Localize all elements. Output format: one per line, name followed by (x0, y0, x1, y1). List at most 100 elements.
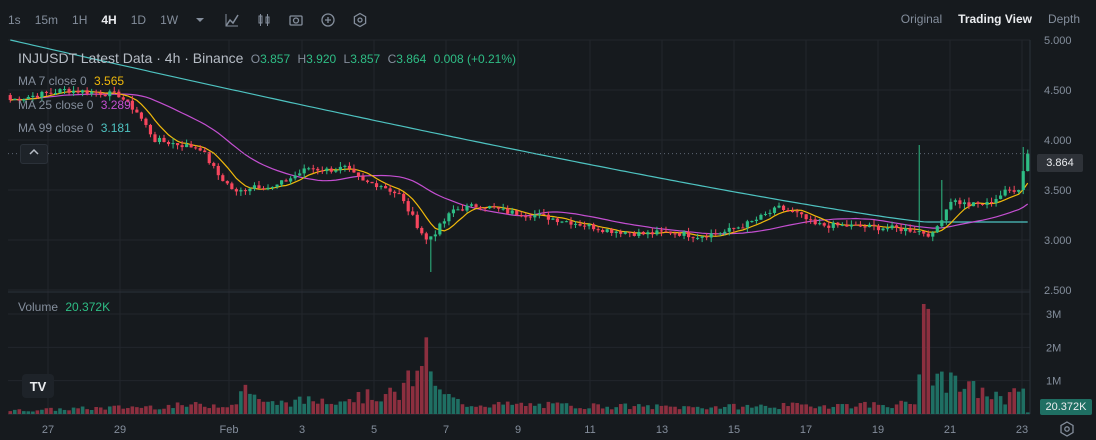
candle-body (655, 230, 659, 235)
candle-body (650, 232, 654, 235)
candle-body (460, 209, 465, 211)
volume-bar (596, 404, 600, 414)
timeframe-1d[interactable]: 1D (130, 13, 147, 27)
volume-bar (736, 409, 741, 414)
candle-body (646, 232, 650, 235)
candle-body (895, 225, 899, 228)
volume-bar (162, 408, 166, 414)
volume-bar (492, 404, 496, 414)
candle-body (673, 233, 677, 235)
volume-bar (560, 403, 564, 414)
volume-bar (334, 404, 338, 414)
candle-body (831, 222, 835, 228)
volume-bar (153, 409, 157, 414)
timeframe-1w[interactable]: 1W (160, 13, 179, 27)
candle-body (185, 144, 189, 148)
view-switch: Original Trading View Depth (901, 12, 1080, 26)
candle-body (189, 144, 193, 148)
candle-body (352, 168, 356, 173)
candle-body (1012, 190, 1016, 192)
volume-bar (826, 408, 831, 414)
volume-bar (831, 406, 836, 414)
candle-body (81, 90, 85, 93)
candle-body (506, 208, 510, 214)
volume-bar (116, 405, 121, 414)
candle-body (343, 165, 347, 167)
volume-bar (840, 404, 845, 414)
candle-body (940, 220, 944, 227)
candle-body (8, 95, 12, 101)
candle-body (374, 183, 379, 188)
volume-bar (31, 411, 35, 414)
candle-body (682, 231, 686, 236)
collapse-legend-button[interactable] (20, 144, 48, 164)
candle-body (465, 205, 469, 211)
candle-body (474, 204, 478, 208)
candle-body (488, 206, 492, 209)
volume-bar (940, 371, 944, 414)
volume-bar (62, 409, 67, 414)
candle-body (700, 236, 704, 238)
volume-bar (325, 404, 329, 414)
timeframe-1s[interactable]: 1s (8, 13, 21, 27)
volume-bar (184, 406, 189, 414)
volume-bar (976, 398, 980, 414)
candle-body (316, 168, 320, 171)
volume-bar (58, 408, 62, 414)
ma7-value: 3.565 (94, 74, 125, 88)
add-icon[interactable] (320, 12, 336, 28)
chevron-down-icon[interactable] (192, 12, 208, 28)
candle-body (913, 231, 917, 233)
candle-body (483, 207, 487, 209)
volume-bar (1025, 412, 1030, 414)
volume-bar (261, 401, 266, 414)
volume-bar (872, 402, 876, 414)
low-label: L (343, 52, 351, 66)
candle-body (85, 90, 89, 94)
candle-body (628, 232, 632, 234)
volume-bar (465, 406, 469, 414)
candle-body (248, 188, 252, 192)
volume-bar (180, 405, 184, 414)
candle-body (763, 213, 768, 215)
candle-type-icon[interactable] (256, 12, 272, 28)
timeframe-1h[interactable]: 1H (72, 13, 88, 27)
volume-bar (569, 405, 573, 414)
candle-body (103, 94, 107, 97)
candle-body (836, 222, 840, 226)
timeframe-15m[interactable]: 15m (34, 13, 59, 27)
candle-body (402, 193, 406, 202)
candle-body (31, 95, 35, 98)
candle-body (569, 221, 573, 225)
candle-body (691, 237, 695, 239)
candle-body (596, 229, 600, 231)
volume-bar (605, 406, 609, 414)
volume-value: 20.372K (65, 300, 111, 314)
view-depth[interactable]: Depth (1047, 12, 1080, 26)
view-original[interactable]: Original (900, 12, 943, 26)
chart-settings-icon[interactable] (1058, 420, 1076, 438)
current-price-badge: 3.864 (1037, 154, 1083, 172)
view-trading-view[interactable]: Trading View (958, 12, 1032, 26)
candle-body (705, 236, 709, 238)
indicators-icon[interactable] (224, 12, 240, 28)
timeframe-4h[interactable]: 4H (101, 13, 117, 27)
camera-icon[interactable] (288, 12, 304, 28)
candle-body (840, 224, 844, 226)
volume-bar (478, 405, 483, 414)
candle-body (795, 211, 799, 213)
candle-body (759, 214, 763, 220)
volume-bar (397, 399, 401, 414)
high-value: 3.920 (306, 52, 337, 66)
candle-body (668, 231, 673, 234)
candle-body (813, 219, 817, 225)
candle-body (49, 92, 53, 94)
ohlc-legend: INJUSDT Latest Data · 4h · Binance O3.85… (18, 50, 520, 66)
candle-body (62, 89, 67, 91)
candle-body (230, 183, 234, 190)
settings-icon[interactable] (352, 12, 368, 28)
volume-bar (257, 399, 261, 414)
time-tick-label: 17 (800, 424, 812, 436)
volume-bar (659, 405, 664, 414)
